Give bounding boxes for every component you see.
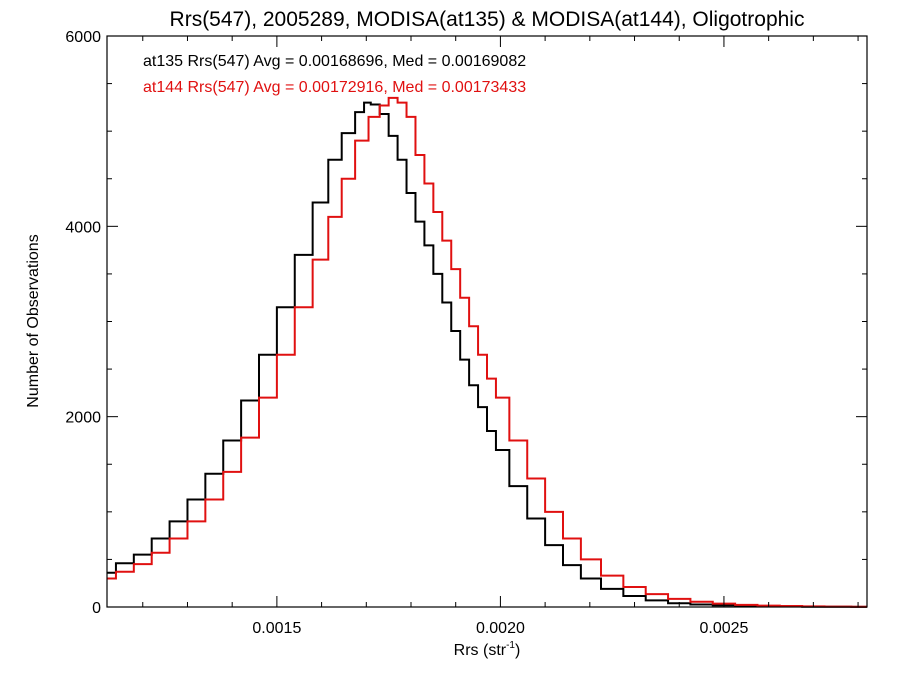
chart-title: Rrs(547), 2005289, MODISA(at135) & MODIS… <box>170 8 805 31</box>
series-line-at135 <box>107 101 867 608</box>
x-tick-label: 0.0025 <box>699 620 748 637</box>
x-axis-label-superscript: -1 <box>506 640 515 651</box>
y-tick-label: 6000 <box>65 29 101 46</box>
x-axis-label: Rrs (str-1) <box>454 640 521 659</box>
tick-layer: 0.0015 0.0020 0.0025 0 2000 4000 6000 <box>65 29 867 637</box>
y-tick-label: 2000 <box>65 410 101 427</box>
y-tick-label: 0 <box>92 600 101 617</box>
x-axis-label-suffix: ) <box>515 642 520 659</box>
x-tick-label: 0.0020 <box>476 620 525 637</box>
series-line-at144 <box>107 96 867 608</box>
y-axis-label: Number of Observations <box>25 234 42 407</box>
legend-entry-at144: at144 Rrs(547) Avg = 0.00172916, Med = 0… <box>143 79 526 96</box>
x-tick-label: 0.0015 <box>252 620 301 637</box>
x-axis-label-main: Rrs (str <box>454 642 507 659</box>
series-layer <box>107 96 867 608</box>
plot-frame <box>106 35 868 608</box>
legend-entry-at135: at135 Rrs(547) Avg = 0.00168696, Med = 0… <box>143 53 526 70</box>
y-tick-label: 4000 <box>65 219 101 236</box>
